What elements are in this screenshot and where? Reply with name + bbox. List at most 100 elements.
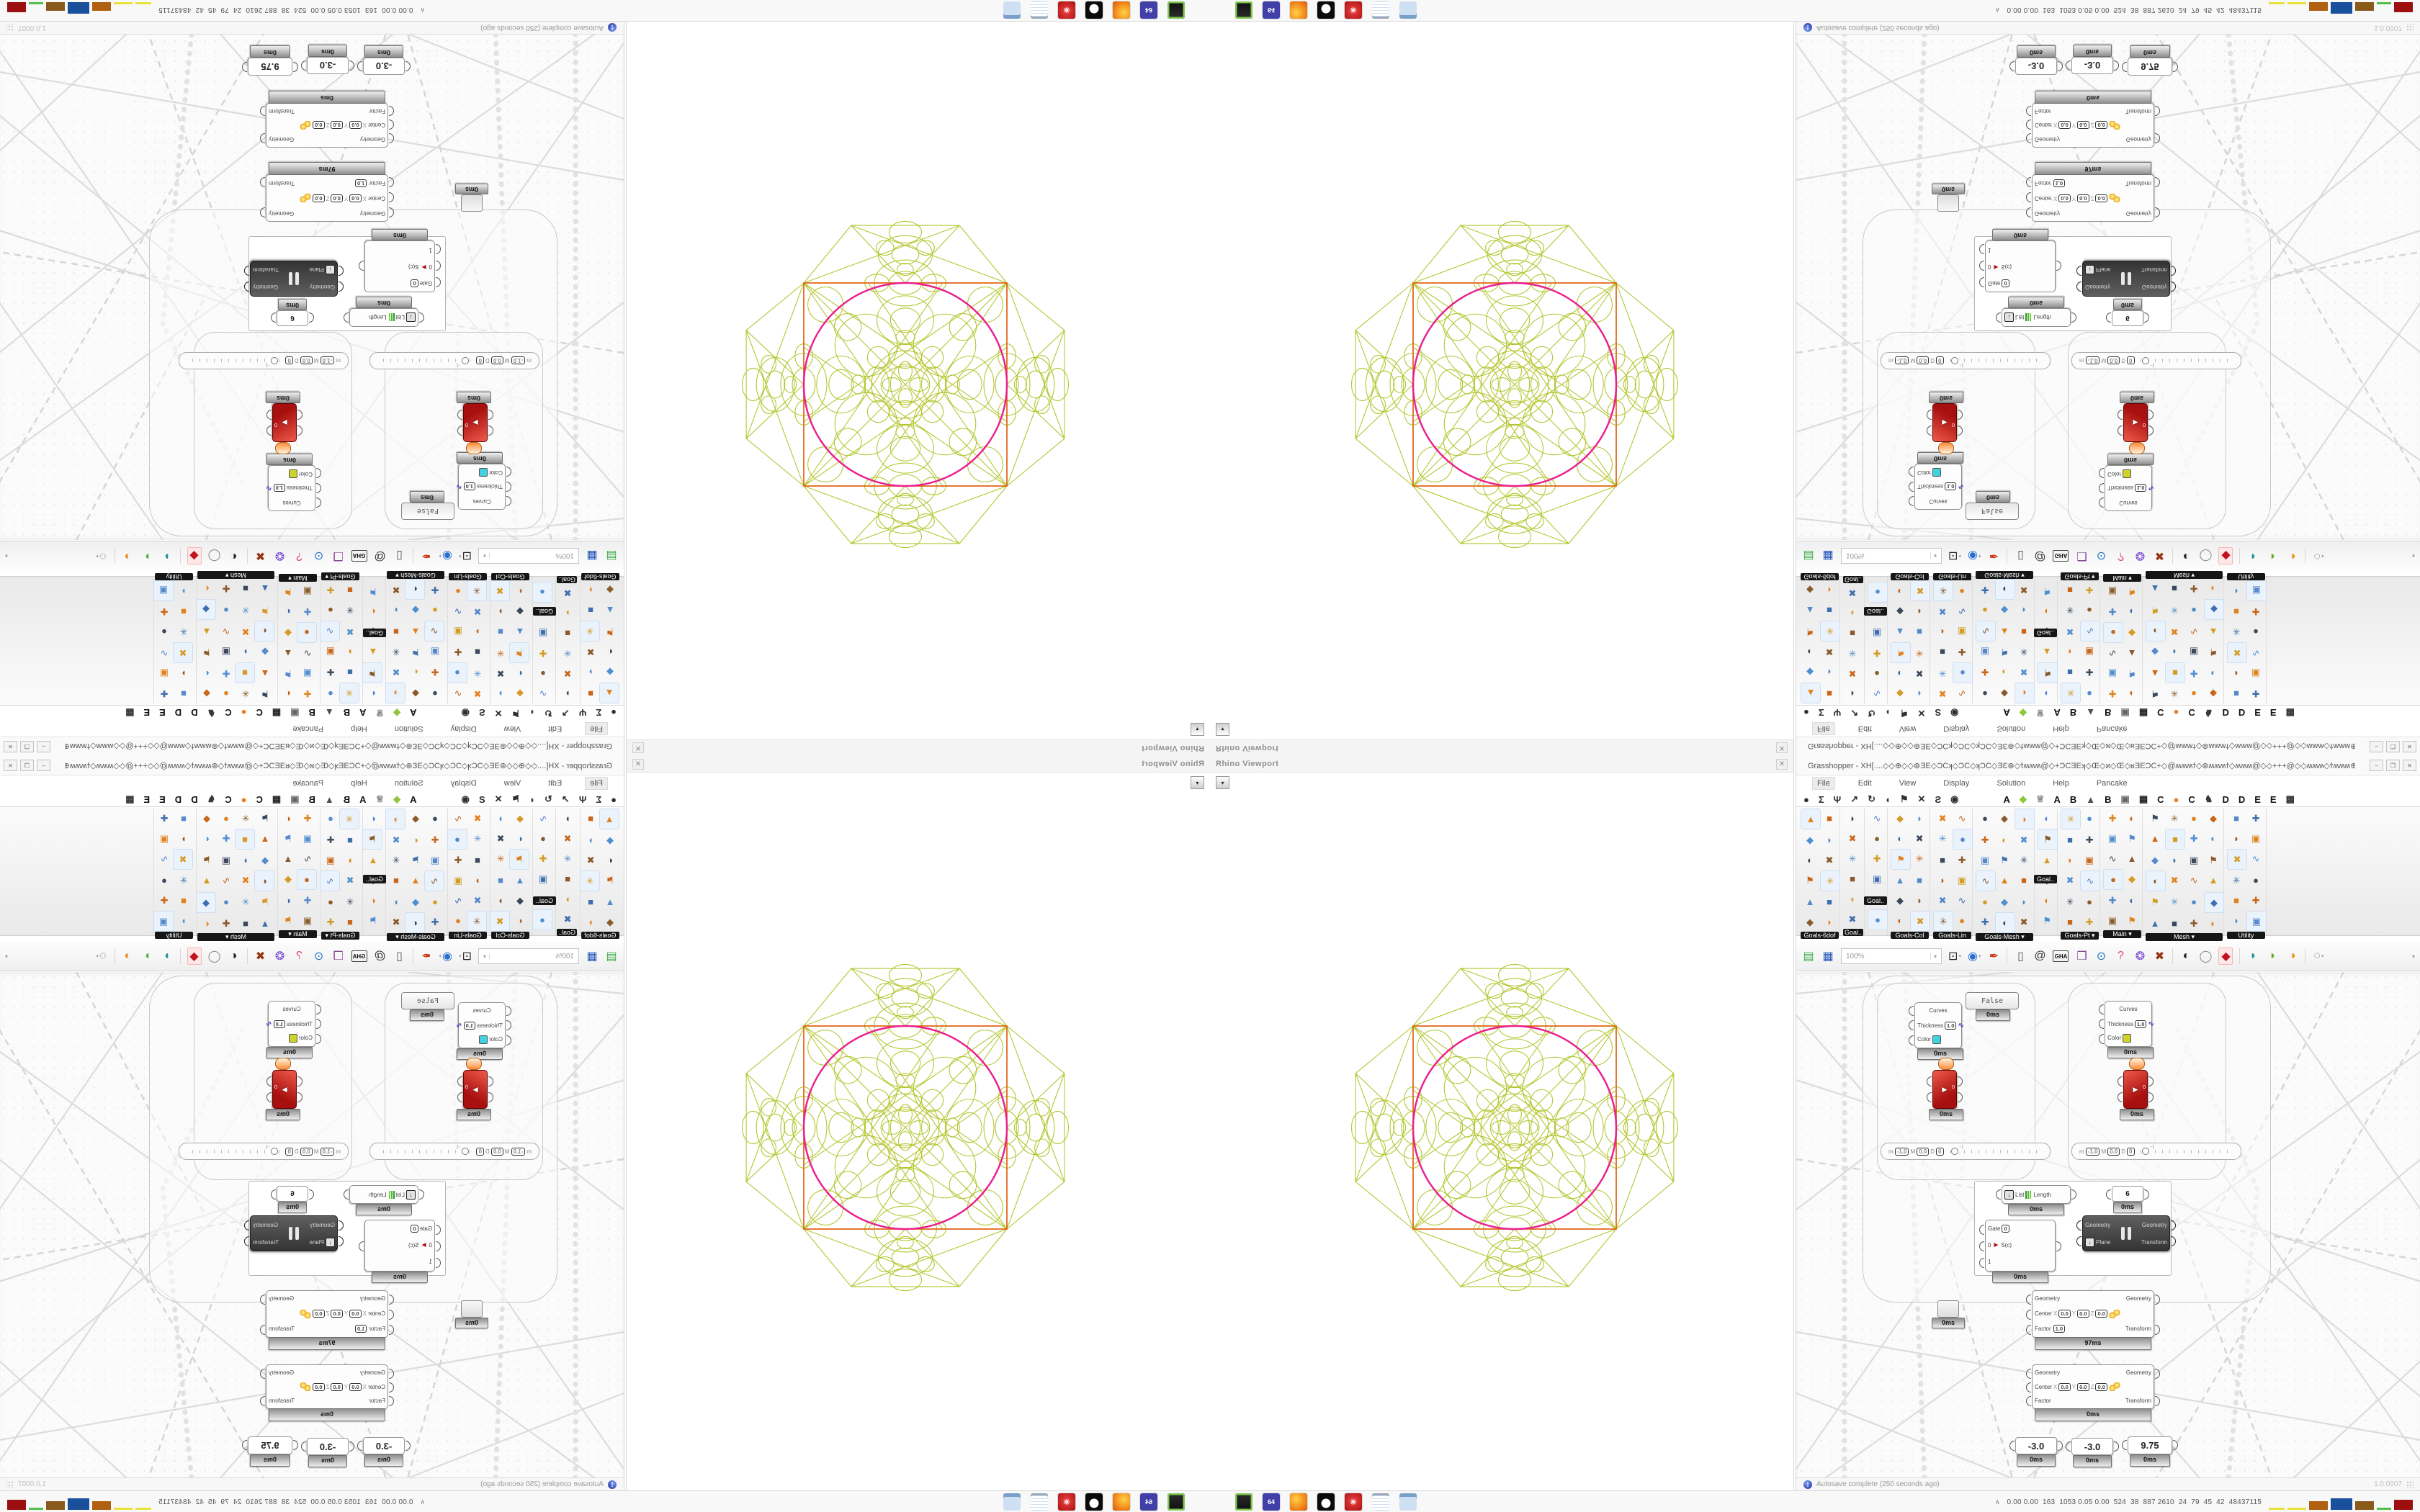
component-icon[interactable]: ✖: [473, 812, 482, 824]
min-value[interactable]: -1.0: [2085, 356, 2100, 365]
component-icon[interactable]: ✳: [466, 580, 487, 601]
component-icon[interactable]: ▣: [453, 626, 463, 638]
plugin-tab-3[interactable]: A: [359, 793, 367, 805]
max-value[interactable]: 0.0: [1917, 1147, 1930, 1156]
component-icon[interactable]: ✖: [1915, 668, 1924, 680]
component-icon[interactable]: ▣: [1980, 647, 1990, 658]
component-icon[interactable]: ✚: [2190, 668, 2198, 680]
palette-group-label[interactable]: Goals-Pt ▾: [321, 932, 359, 940]
component-icon[interactable]: ◗: [181, 668, 187, 679]
open-document-icon[interactable]: ▤: [606, 950, 617, 963]
menu-pancake[interactable]: Pancake: [2096, 724, 2128, 733]
component-icon[interactable]: ▲: [411, 626, 421, 637]
component-icon[interactable]: ▲: [1801, 683, 1821, 703]
component-icon[interactable]: ◗: [1917, 606, 1922, 617]
zoom-combo[interactable]: 100% ▾: [478, 548, 579, 564]
component-icon[interactable]: ■: [2233, 895, 2239, 906]
component-icon[interactable]: ◐: [1897, 668, 1903, 679]
solver-component-b[interactable]: ► 0: [2118, 403, 2154, 442]
plugin-tab-6[interactable]: B: [2105, 707, 2112, 719]
component-icon[interactable]: ▲: [2208, 626, 2218, 637]
component-icon[interactable]: ▣: [1872, 873, 1882, 884]
center-x-value[interactable]: 0.0: [2058, 1310, 2071, 1318]
down-arrow-icon[interactable]: ↓: [2085, 265, 2094, 275]
component-icon[interactable]: ◗: [498, 688, 503, 699]
category-tab-icon-0[interactable]: ●: [1803, 707, 1809, 719]
number-panel-3[interactable]: 9.75: [2122, 1436, 2178, 1454]
save-document-icon[interactable]: ▦: [586, 950, 598, 963]
component-icon[interactable]: ✖: [392, 834, 400, 845]
material-green-icon[interactable]: ◗: [2269, 550, 2277, 562]
category-tab-icon-8[interactable]: Ƨ: [1935, 793, 1942, 805]
hide-wires-icon[interactable]: ✖: [2154, 549, 2165, 562]
material-teal-icon[interactable]: ◗: [163, 550, 171, 562]
component-icon[interactable]: ✚: [431, 585, 439, 596]
component-icon[interactable]: ✖: [392, 585, 400, 596]
component-icon[interactable]: ●: [2253, 626, 2259, 637]
stream-filter-component[interactable]: Gate 0 0 ► S(c) 1: [359, 240, 441, 292]
component-icon[interactable]: ●: [1874, 668, 1880, 679]
component-icon[interactable]: ⚑: [2151, 688, 2159, 700]
plugin-tab-17[interactable]: ▩: [2285, 793, 2295, 804]
component-icon[interactable]: ▲: [283, 648, 293, 659]
preview-shaded-icon[interactable]: ◆: [2218, 547, 2233, 564]
zoom-extents-icon[interactable]: ⊡ ▾: [1948, 950, 1961, 963]
plugin-tab-15[interactable]: E: [2254, 793, 2261, 805]
component-icon[interactable]: ◗: [181, 915, 187, 926]
component-icon[interactable]: ■: [1940, 647, 1945, 657]
combo-dropdown-icon[interactable]: ▾: [1930, 953, 1937, 960]
gha-assembly-icon[interactable]: GHA: [2053, 950, 2069, 962]
domain-slider-a[interactable]: m -1.0 M 0.0 D 0 -1: [369, 1143, 539, 1160]
component-icon[interactable]: ■: [1827, 813, 1832, 824]
component-icon[interactable]: ∿: [2108, 852, 2117, 864]
component-icon[interactable]: ▲: [2150, 918, 2160, 929]
component-icon[interactable]: ●: [532, 909, 552, 930]
component-icon[interactable]: ●: [223, 688, 229, 699]
solver-component-a[interactable]: ► 0: [457, 1070, 493, 1109]
preview-wireframe-icon[interactable]: ◯: [2199, 950, 2213, 963]
curve-display-component-a[interactable]: Curves Thickness 1.0 ∿ Color: [456, 1002, 511, 1048]
object-finder-icon[interactable]: ⊙: [313, 549, 324, 562]
curve-display-component-b[interactable]: Curves Thickness 1.0 ∿ Color: [266, 465, 321, 511]
component-icon[interactable]: ■: [2233, 813, 2239, 824]
center-y-value[interactable]: 0.0: [2077, 1382, 2089, 1391]
digits-value[interactable]: 0: [285, 1147, 293, 1156]
component-icon[interactable]: ✳: [2066, 896, 2074, 907]
curve-display-component-b[interactable]: Curves Thickness 1.0 ∿ Color: [2099, 1001, 2154, 1047]
component-icon[interactable]: ◗: [2233, 668, 2239, 679]
component-icon[interactable]: ∿: [2080, 870, 2101, 891]
component-icon[interactable]: ■: [1917, 626, 1922, 637]
category-tab-icon-7[interactable]: ✕: [1917, 708, 1926, 719]
category-tab-icon-9[interactable]: ◉: [1950, 708, 1959, 719]
remote-panel-icon[interactable]: @: [2034, 550, 2046, 562]
plugin-tab-10[interactable]: ●: [241, 793, 247, 805]
component-icon[interactable]: ■: [1940, 855, 1945, 865]
component-icon[interactable]: ◐: [254, 870, 274, 891]
component-icon[interactable]: ■: [181, 813, 187, 824]
component-icon[interactable]: ✖: [2020, 667, 2028, 678]
component-icon[interactable]: ▣: [2246, 911, 2267, 932]
component-icon[interactable]: ▣: [153, 911, 174, 932]
component-icon[interactable]: ■: [347, 917, 353, 927]
component-icon[interactable]: ◆: [2210, 688, 2218, 700]
plugin-tab-2[interactable]: ♕: [375, 708, 385, 719]
center-y-value[interactable]: 0.0: [2077, 121, 2089, 130]
color-swatch[interactable]: [1932, 468, 1942, 477]
component-icon[interactable]: ■: [1827, 688, 1832, 699]
component-icon[interactable]: ▲: [2127, 853, 2137, 864]
viewport-dropdown-button[interactable]: ▾: [1216, 723, 1229, 736]
material-teal-icon[interactable]: ◗: [2249, 550, 2257, 562]
category-tab-icon-0[interactable]: ●: [611, 793, 617, 805]
component-icon[interactable]: ▣: [538, 628, 548, 639]
plugin-tab-12[interactable]: ♞: [207, 793, 216, 804]
component-icon[interactable]: ■: [498, 626, 503, 637]
component-icon[interactable]: ◐: [285, 688, 291, 699]
digits-value[interactable]: 0: [2127, 356, 2135, 365]
component-icon[interactable]: ●: [296, 622, 317, 643]
component-icon[interactable]: ■: [2233, 606, 2239, 617]
max-value[interactable]: 0.0: [490, 1147, 503, 1156]
palette-group-label[interactable]: Main ▾: [2103, 930, 2142, 938]
component-icon[interactable]: ∿: [1873, 812, 1881, 824]
component-icon[interactable]: ■: [2233, 688, 2239, 699]
color-swatch[interactable]: [288, 1033, 297, 1043]
